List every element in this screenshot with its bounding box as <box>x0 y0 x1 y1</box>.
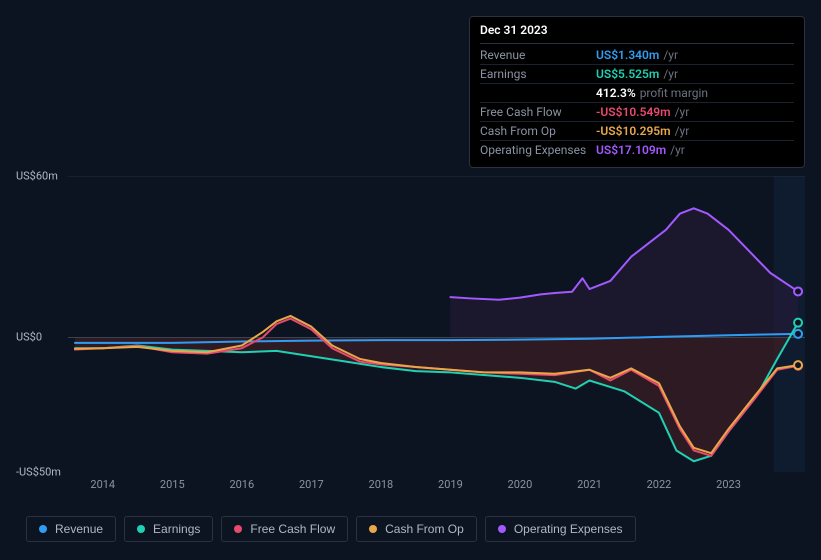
x-axis-label: 2019 <box>438 478 463 491</box>
x-axis-label: 2023 <box>716 478 741 491</box>
tooltip-unit: /yr <box>663 67 678 81</box>
chart-tooltip: Dec 31 2023 RevenueUS$1.340m/yrEarningsU… <box>469 16 805 168</box>
tooltip-label: Free Cash Flow <box>480 105 596 119</box>
legend-item[interactable]: Earnings <box>124 516 213 542</box>
x-axis-label: 2015 <box>160 478 185 491</box>
legend-item[interactable]: Cash From Op <box>356 516 477 542</box>
legend-dot-icon <box>137 525 145 533</box>
legend-label: Earnings <box>153 522 200 536</box>
x-axis-label: 2016 <box>229 478 254 491</box>
legend-label: Revenue <box>55 522 103 536</box>
x-axis-label: 2018 <box>369 478 394 491</box>
tooltip-unit: /yr <box>663 48 678 62</box>
tooltip-label: Cash From Op <box>480 124 596 138</box>
legend-item[interactable]: Revenue <box>26 516 116 542</box>
legend-item[interactable]: Free Cash Flow <box>221 516 348 542</box>
tooltip-value: US$17.109m <box>596 143 666 157</box>
x-axis-label: 2017 <box>299 478 324 491</box>
tooltip-row: Free Cash Flow-US$10.549m/yr <box>480 103 794 122</box>
tooltip-date: Dec 31 2023 <box>480 23 794 44</box>
tooltip-label: Operating Expenses <box>480 143 596 157</box>
y-axis-label: US$0 <box>16 331 42 344</box>
y-axis-label: -US$50m <box>16 466 61 479</box>
tooltip-row: EarningsUS$5.525m/yr <box>480 65 794 84</box>
legend-dot-icon <box>39 525 47 533</box>
tooltip-label: Revenue <box>480 48 596 62</box>
tooltip-unit: /yr <box>670 143 685 157</box>
tooltip-value: -US$10.549m <box>596 105 671 119</box>
tooltip-unit: /yr <box>675 105 690 119</box>
x-axis-label: 2014 <box>90 478 115 491</box>
tooltip-value: -US$10.295m <box>596 124 671 138</box>
legend-item[interactable]: Operating Expenses <box>485 516 636 542</box>
tooltip-unit: /yr <box>675 124 690 138</box>
tooltip-row: Operating ExpensesUS$17.109m/yr <box>480 141 794 159</box>
legend-label: Free Cash Flow <box>250 522 335 536</box>
tooltip-subrow: 412.3% profit margin <box>480 84 794 103</box>
tooltip-row: Cash From Op-US$10.295m/yr <box>480 122 794 141</box>
x-axis-label: 2020 <box>508 478 533 491</box>
tooltip-sub-label: profit margin <box>640 86 708 100</box>
legend-label: Operating Expenses <box>514 522 623 536</box>
tooltip-label: Earnings <box>480 67 596 81</box>
legend-dot-icon <box>234 525 242 533</box>
tooltip-value: US$1.340m <box>596 48 659 62</box>
tooltip-sub-value: 412.3% <box>596 86 636 100</box>
legend-dot-icon <box>498 525 506 533</box>
legend: Revenue Earnings Free Cash Flow Cash From O… <box>26 516 636 542</box>
legend-dot-icon <box>369 525 377 533</box>
y-axis-label: US$60m <box>16 170 58 183</box>
x-axis-label: 2022 <box>647 478 672 491</box>
legend-label: Cash From Op <box>385 522 464 536</box>
x-axis-label: 2021 <box>577 478 602 491</box>
tooltip-value: US$5.525m <box>596 67 659 81</box>
financials-chart <box>16 176 805 472</box>
tooltip-row: RevenueUS$1.340m/yr <box>480 46 794 65</box>
